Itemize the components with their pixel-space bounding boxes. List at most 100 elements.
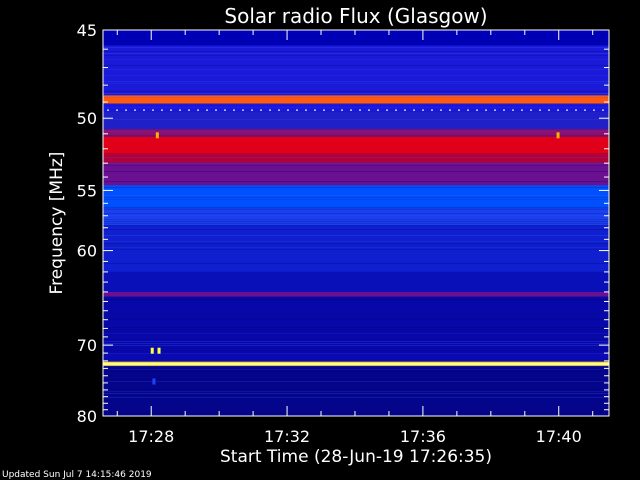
texture-line xyxy=(103,135,609,136)
x-tick-label: 17:32 xyxy=(264,427,310,446)
texture-line xyxy=(103,35,609,36)
texture-line xyxy=(103,81,609,82)
frequency-band-4 xyxy=(103,111,609,130)
texture-line xyxy=(103,181,609,182)
texture-dot xyxy=(350,109,352,111)
texture-line xyxy=(103,241,609,242)
texture-line xyxy=(103,47,609,48)
texture-line xyxy=(103,411,609,412)
texture-dot xyxy=(386,109,388,111)
spectrogram-texture xyxy=(103,35,609,414)
texture-line xyxy=(103,397,609,398)
texture-dot xyxy=(593,109,595,111)
texture-dot xyxy=(305,109,307,111)
texture-line xyxy=(103,383,609,384)
frequency-band-15 xyxy=(103,353,609,362)
texture-dot xyxy=(233,109,235,111)
texture-line xyxy=(103,371,609,372)
spectrogram-plot xyxy=(102,29,610,417)
texture-line xyxy=(103,361,609,362)
texture-dot xyxy=(323,109,325,111)
x-axis-label: Start Time (28-Jun-19 17:26:35) xyxy=(220,447,492,467)
burst-mark-2 xyxy=(150,347,154,354)
texture-dot xyxy=(449,109,451,111)
y-tick-label: 80 xyxy=(77,407,97,426)
texture-dot xyxy=(584,109,586,111)
burst-marks xyxy=(150,132,560,385)
texture-line xyxy=(103,221,609,222)
texture-line xyxy=(103,413,609,414)
texture-line xyxy=(103,83,609,84)
texture-line xyxy=(103,249,609,250)
texture-dot xyxy=(143,109,145,111)
texture-dot xyxy=(368,109,370,111)
texture-line xyxy=(103,213,609,214)
burst-mark-0 xyxy=(155,132,159,139)
texture-dot xyxy=(467,109,469,111)
texture-line xyxy=(103,319,609,320)
texture-line xyxy=(103,263,609,264)
texture-dot xyxy=(521,109,523,111)
texture-dot xyxy=(440,109,442,111)
frequency-band-14 xyxy=(103,296,609,354)
texture-line xyxy=(103,131,609,132)
texture-line xyxy=(103,109,609,110)
y-tick-label: 55 xyxy=(77,181,97,200)
texture-dot xyxy=(287,109,289,111)
texture-dot xyxy=(422,109,424,111)
x-axis: 17:28 17:32 17:36 17:40 xyxy=(116,30,594,446)
texture-line xyxy=(103,119,609,120)
texture-dot xyxy=(458,109,460,111)
texture-line xyxy=(103,55,609,56)
frequency-band-2 xyxy=(103,95,609,104)
texture-dot xyxy=(503,109,505,111)
frequency-band-8 xyxy=(103,163,609,186)
texture-dot xyxy=(278,109,280,111)
x-tick-label: 17:28 xyxy=(128,427,174,446)
texture-line xyxy=(103,389,609,390)
texture-line xyxy=(103,343,609,344)
texture-line xyxy=(103,229,609,230)
plot-frame xyxy=(102,29,610,417)
texture-dot xyxy=(575,109,577,111)
texture-line xyxy=(103,345,609,346)
texture-line xyxy=(103,69,609,70)
texture-dot xyxy=(539,109,541,111)
texture-line xyxy=(103,245,609,246)
frequency-bands xyxy=(103,30,609,416)
texture-line xyxy=(103,327,609,328)
texture-dot xyxy=(134,109,136,111)
texture-dot xyxy=(548,109,550,111)
texture-dot xyxy=(269,109,271,111)
texture-line xyxy=(103,91,609,92)
texture-dot xyxy=(224,109,226,111)
texture-dot xyxy=(341,109,343,111)
texture-line xyxy=(103,243,609,244)
texture-line xyxy=(103,153,609,154)
texture-dot xyxy=(188,109,190,111)
texture-dot xyxy=(512,109,514,111)
texture-dot xyxy=(332,109,334,111)
texture-line xyxy=(103,157,609,158)
texture-line xyxy=(103,235,609,236)
texture-dot xyxy=(296,109,298,111)
frequency-band-6 xyxy=(103,136,609,155)
texture-dot xyxy=(530,109,532,111)
texture-line xyxy=(103,105,609,106)
texture-line xyxy=(103,163,609,164)
texture-line xyxy=(103,53,609,54)
texture-line xyxy=(103,197,609,198)
y-tick-label: 70 xyxy=(77,336,97,355)
texture-line xyxy=(103,219,609,220)
texture-dot xyxy=(485,109,487,111)
texture-dot xyxy=(179,109,181,111)
texture-dot xyxy=(602,109,604,111)
texture-line xyxy=(103,185,609,186)
texture-line xyxy=(103,341,609,342)
texture-line xyxy=(103,93,609,94)
texture-dot xyxy=(431,109,433,111)
burst-mark-1 xyxy=(556,132,560,139)
texture-line xyxy=(103,381,609,382)
texture-dot xyxy=(404,109,406,111)
